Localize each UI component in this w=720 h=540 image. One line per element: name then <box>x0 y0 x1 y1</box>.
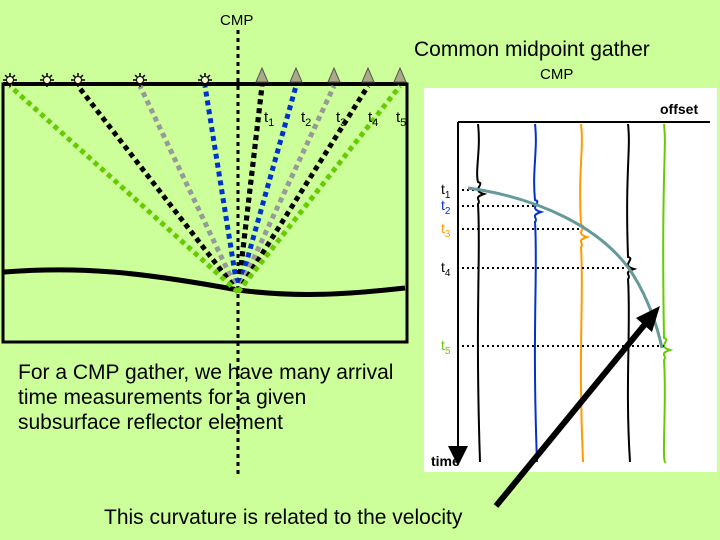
source-star-icon <box>198 73 212 87</box>
receiver-triangle-icon <box>327 66 341 83</box>
ray-down-2 <box>202 85 241 293</box>
caption-text: This curvature is related to the velocit… <box>104 506 463 529</box>
receiver-triangle-icon <box>289 66 303 83</box>
pick-label-1: t1 <box>441 181 451 201</box>
reflector <box>3 267 406 297</box>
trace-2 <box>533 123 545 463</box>
ray-down-5 <box>8 84 240 294</box>
gather-cmp-label: CMP <box>540 66 574 83</box>
geo-t-label-3: t3 <box>336 109 346 129</box>
trace-4 <box>626 123 638 463</box>
cmp-top-label: CMP <box>220 12 254 29</box>
seismic-traces <box>476 123 674 464</box>
geo-t-label-4: t4 <box>368 109 378 129</box>
sources <box>3 73 212 87</box>
pick-dotted-lines <box>462 189 664 347</box>
ray-up-3 <box>235 84 337 294</box>
receivers <box>255 66 407 83</box>
pick-label-4: t4 <box>441 259 451 279</box>
source-star-icon <box>3 73 17 87</box>
note-text: For a CMP gather, we have many arrival t… <box>18 361 394 434</box>
trace-3 <box>579 123 591 463</box>
gather-title: Common midpoint gather <box>414 38 650 61</box>
geo-t-label-1: t1 <box>264 109 274 129</box>
curvature-arrow-head <box>636 306 660 332</box>
traveltime-labels: t1 t2 t3 t4 t5 <box>264 109 406 129</box>
ray-down-3 <box>137 84 241 294</box>
receiver-triangle-icon <box>393 66 407 83</box>
ray-up-1 <box>235 85 265 293</box>
moveout-curve <box>467 186 664 349</box>
trace-5 <box>662 123 674 464</box>
geo-t-label-2: t2 <box>301 109 311 129</box>
receiver-triangle-icon <box>361 66 375 83</box>
ray-up-4 <box>235 84 371 294</box>
time-label: time <box>431 453 460 469</box>
source-star-icon <box>71 73 85 87</box>
source-star-icon <box>40 73 54 87</box>
pick-label-3: t3 <box>441 220 451 240</box>
ray-up-5 <box>236 84 402 294</box>
pick-label-2: t2 <box>441 197 451 217</box>
gather-panel <box>424 88 717 472</box>
trace-1 <box>476 123 488 463</box>
receiver-triangle-icon <box>255 66 269 83</box>
source-star-icon <box>133 73 147 87</box>
ray-paths <box>8 84 402 294</box>
geo-t-label-5: t5 <box>396 109 406 129</box>
curvature-arrow <box>493 316 653 508</box>
offset-label: offset <box>660 101 698 117</box>
ray-down-4 <box>76 84 240 294</box>
pick-label-5: t5 <box>441 337 451 357</box>
